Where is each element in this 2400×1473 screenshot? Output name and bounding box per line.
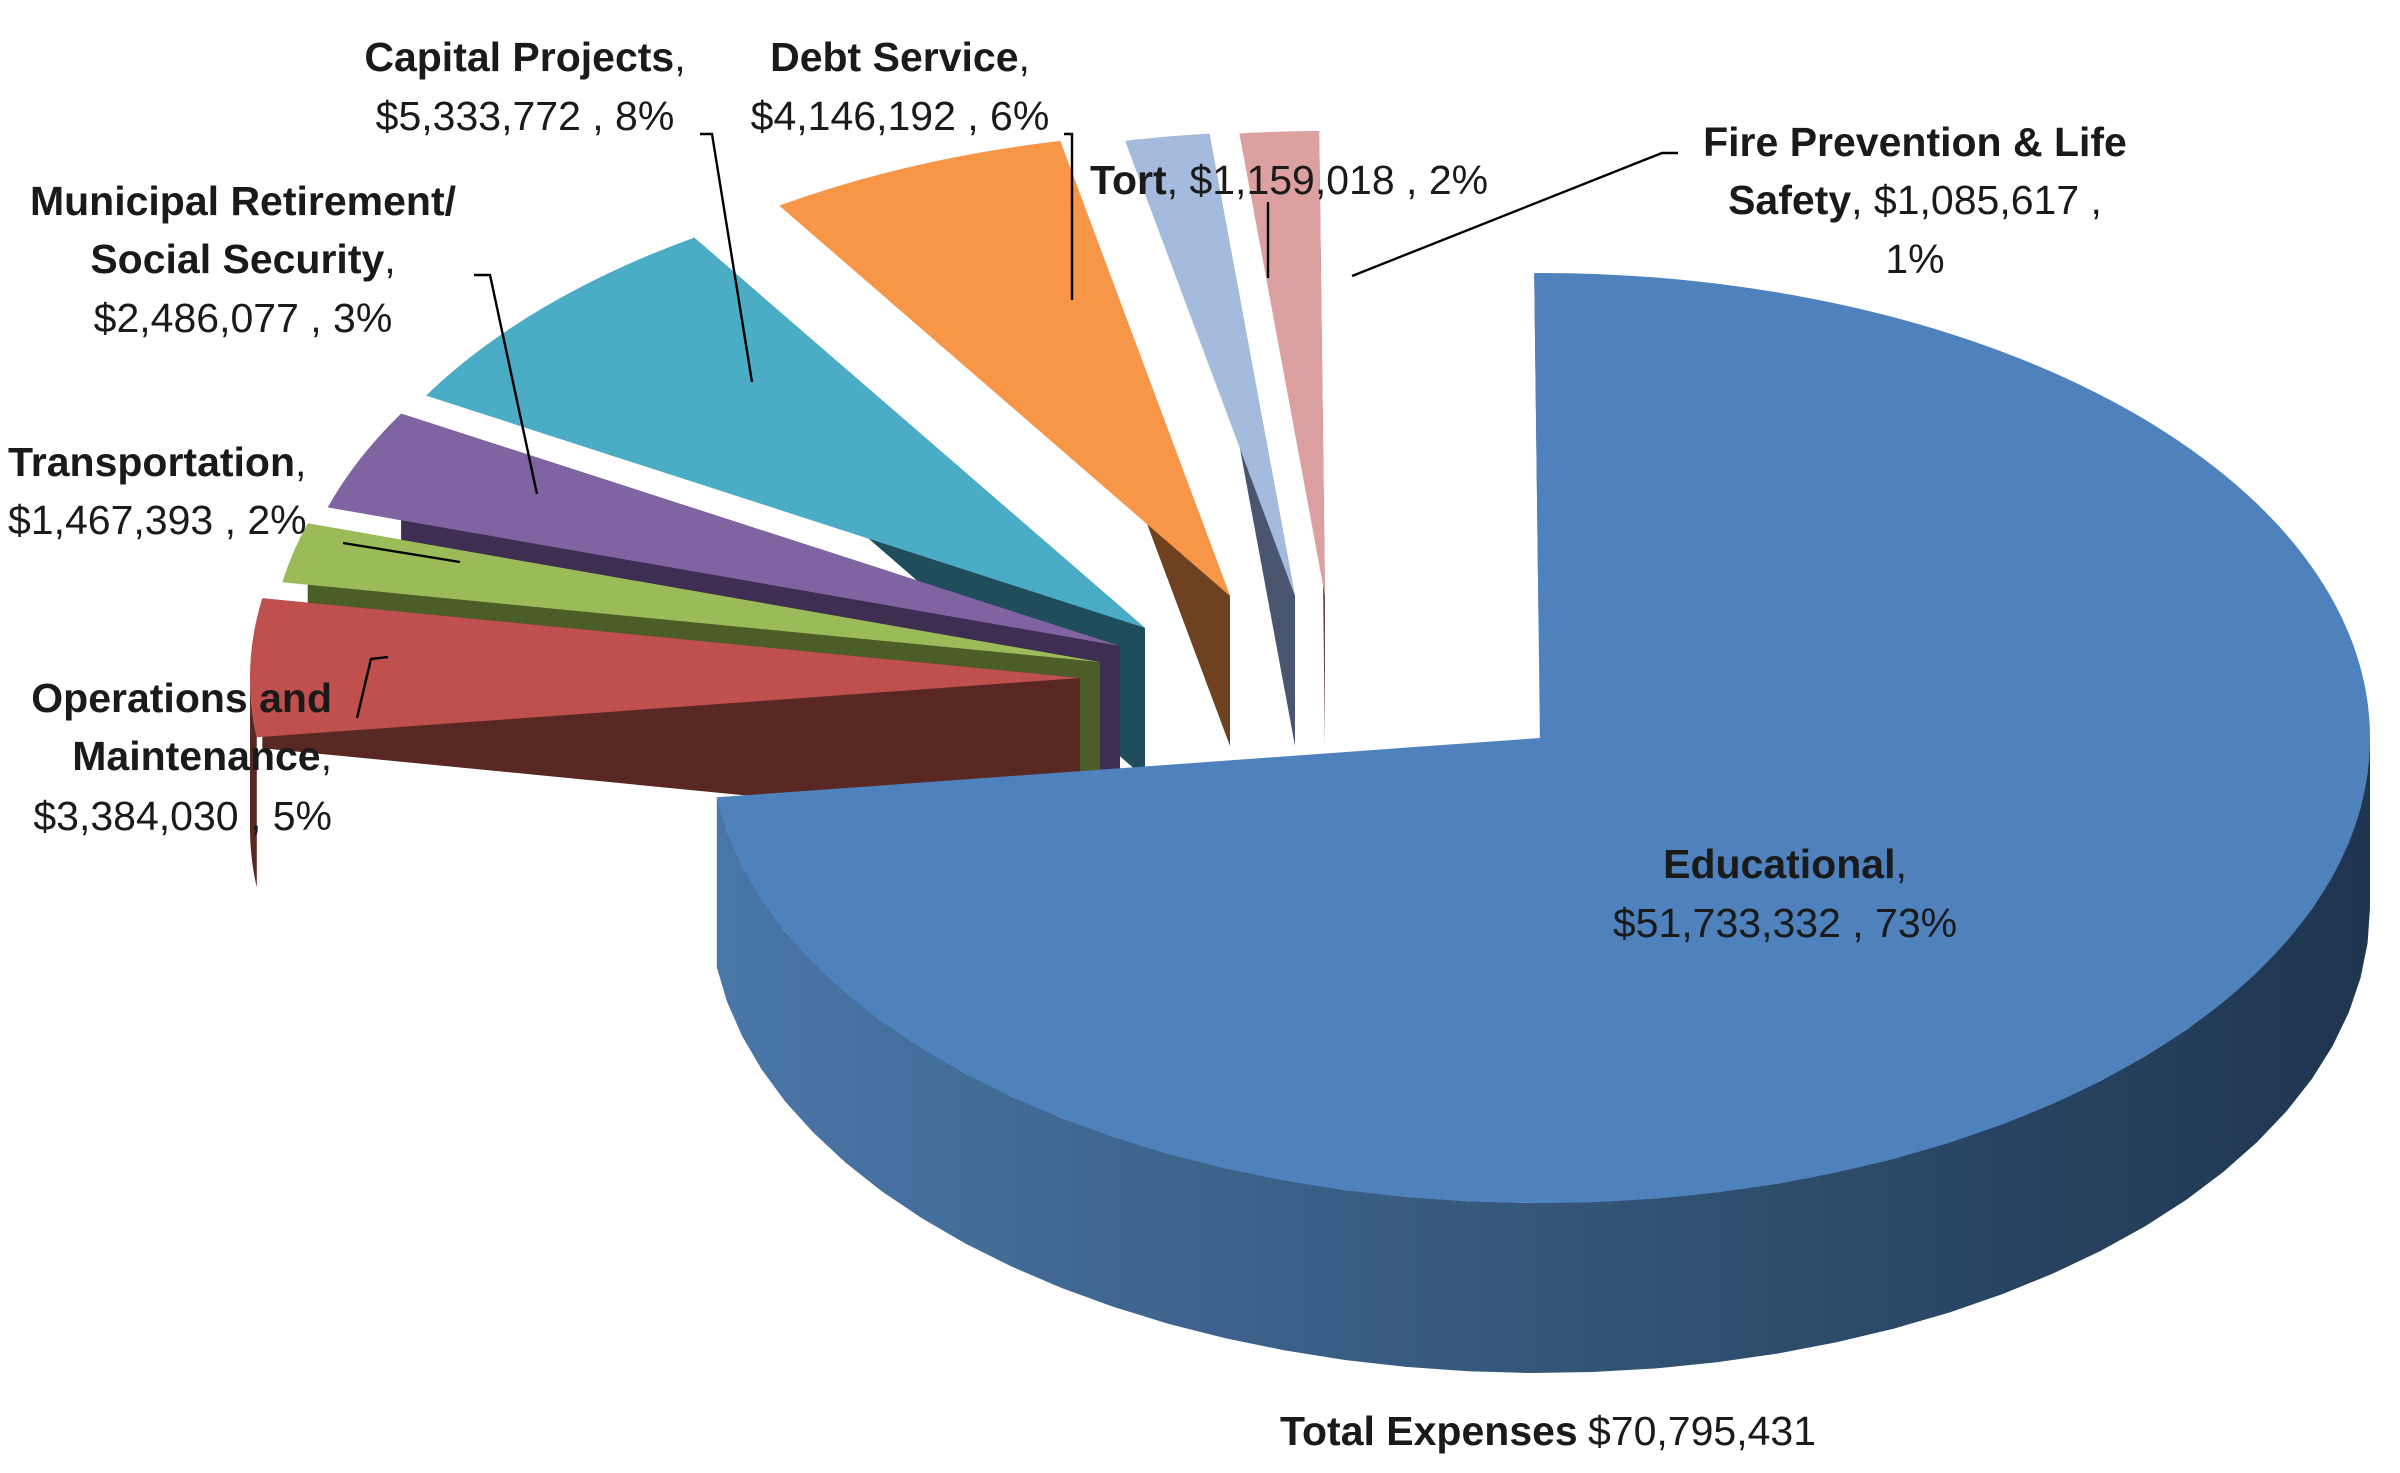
slice-name-operations-and-maintenance: Maintenance <box>72 733 320 779</box>
leader-line-operations-and-maintenance <box>355 655 389 719</box>
slice-side-educational <box>716 738 2370 1373</box>
leader-line-transportation <box>342 541 461 564</box>
data-label-fire-prevention-life-safety-line-1: Fire Prevention & Life <box>1703 119 2127 165</box>
slice-name-transportation: Transportation <box>8 439 295 485</box>
data-label-debt-service-line-1: Debt Service, <box>770 34 1030 80</box>
data-label-educational-line-2: $51,733,332 , 73% <box>1613 900 1957 946</box>
data-label-debt-service-line-2: $4,146,192 , 6% <box>751 93 1050 139</box>
slice-capital-projects <box>426 237 1146 628</box>
slice-fire-prevention-life-safety <box>1239 131 1325 596</box>
slice-name-fire-prevention-life-safety: Safety <box>1728 177 1851 223</box>
data-labels: Educational, $51,733,332 , 73% Operations … <box>8 34 2127 946</box>
data-label-educational-line-1: Educational, <box>1663 841 1907 887</box>
data-label-fire-prevention-life-safety-line-3: 1% <box>1885 236 1944 282</box>
slice-name-educational: Educational <box>1663 841 1895 887</box>
slice-name-debt-service: Debt Service <box>770 34 1018 80</box>
leader-line-capital-projects <box>700 132 754 383</box>
slice-value-tort: $1,159,018 , 2% <box>1189 157 1488 203</box>
total-expenses-value: $70,795,431 <box>1588 1408 1816 1454</box>
slice-name-operations-and-maintenance: Operations and <box>31 675 332 721</box>
slice-name-capital-projects: Capital Projects <box>364 34 674 80</box>
slice-name-tort: Tort <box>1090 157 1167 203</box>
slice-operations-and-maintenance <box>250 598 1080 738</box>
slice-educational <box>716 272 2371 1203</box>
data-label-fire-prevention-life-safety-line-2: Safety, $1,085,617 , <box>1728 177 2102 223</box>
slice-value-educational: $51,733,332 , 73% <box>1613 900 1957 946</box>
data-label-municipal-retirement-social-security-line-1: Municipal Retirement/ <box>30 178 456 224</box>
slice-value-municipal-retirement-social-security: $2,486,077 , 3% <box>94 295 393 341</box>
data-label-transportation-line-2: $1,467,393 , 2% <box>8 497 307 543</box>
slice-value-capital-projects: $5,333,772 , 8% <box>376 93 675 139</box>
slice-side-operations-and-maintenance <box>250 678 257 888</box>
slice-tops <box>250 131 2371 1203</box>
data-label-operations-and-maintenance-line-2: Maintenance, <box>72 733 332 779</box>
slice-name-fire-prevention-life-safety: Fire Prevention & Life <box>1703 119 2127 165</box>
data-label-operations-and-maintenance-line-3: $3,384,030 , 5% <box>33 793 332 839</box>
data-label-operations-and-maintenance-line-1: Operations and <box>31 675 332 721</box>
data-label-capital-projects-line-2: $5,333,772 , 8% <box>376 93 675 139</box>
leader-line-fire-prevention-life-safety <box>1351 151 1678 278</box>
data-label-municipal-retirement-social-security-line-3: $2,486,077 , 3% <box>94 295 393 341</box>
slice-value-operations-and-maintenance: $3,384,030 , 5% <box>33 793 332 839</box>
slice-name-municipal-retirement-social-security: Social Security <box>90 236 384 282</box>
slice-name-municipal-retirement-social-security: Municipal Retirement/ <box>30 178 456 224</box>
total-expenses-label: Total Expenses <box>1280 1408 1578 1454</box>
slice-value-debt-service: $4,146,192 , 6% <box>751 93 1050 139</box>
data-label-tort-line-1: Tort, $1,159,018 , 2% <box>1090 157 1488 203</box>
leader-lines <box>342 132 1678 719</box>
slice-municipal-retirement-social-security <box>327 413 1120 646</box>
slice-transportation <box>282 523 1100 662</box>
slice-percent-fire-prevention-life-safety: 1% <box>1885 236 1944 282</box>
slice-tort <box>1125 133 1295 596</box>
slice-value-fire-prevention-life-safety: $1,085,617 <box>1874 177 2079 223</box>
data-label-transportation-line-1: Transportation, <box>8 439 306 485</box>
slice-debt-service <box>779 140 1230 596</box>
leader-line-debt-service <box>1064 132 1074 300</box>
slice-value-transportation: $1,467,393 , 2% <box>8 497 307 543</box>
data-label-municipal-retirement-social-security-line-2: Social Security, <box>90 236 395 282</box>
leader-line-municipal-retirement-social-security <box>474 273 539 495</box>
data-label-capital-projects-line-1: Capital Projects, <box>364 34 685 80</box>
